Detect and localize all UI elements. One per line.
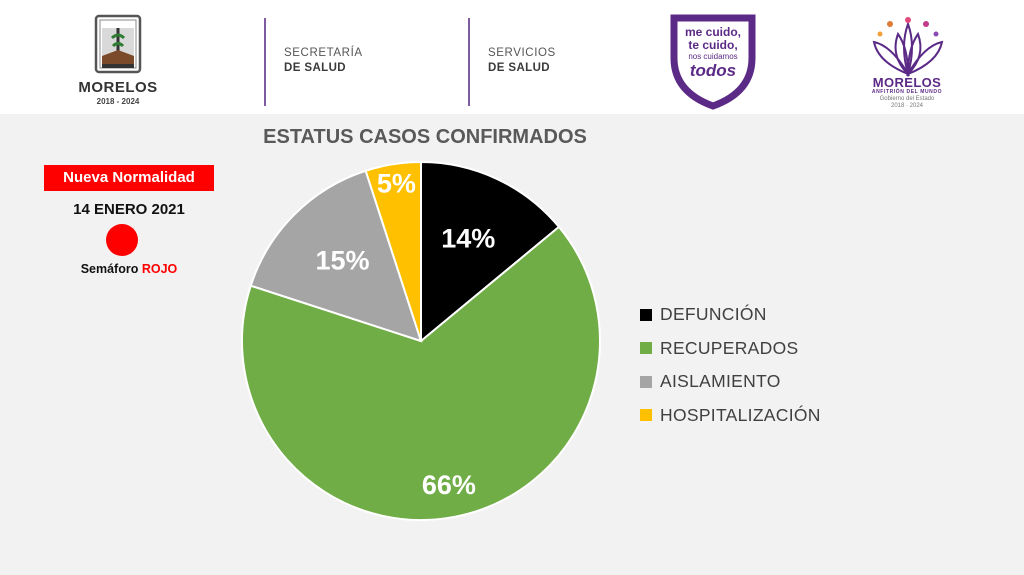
- legend-swatch: [640, 342, 652, 355]
- campaign-line2: te cuido,: [688, 38, 738, 52]
- legend-label: AISLAMIENTO: [660, 371, 781, 392]
- header-bar: MORELOS 2018 - 2024 SECRETARÍA DE SALUD …: [0, 0, 1024, 114]
- traffic-light-icon: [106, 224, 138, 256]
- secretaria-line2: DE SALUD: [284, 62, 346, 74]
- servicios-de-salud-label: SERVICIOS DE SALUD: [488, 46, 556, 76]
- legend-swatch: [640, 308, 652, 321]
- legend-swatch: [640, 375, 652, 388]
- campaign-shield-icon: [670, 14, 756, 110]
- chart-title: ESTATUS CASOS CONFIRMADOS: [263, 126, 587, 148]
- morelos-lotus-logo-icon: [872, 17, 944, 78]
- campaign-line3: nos cuidamos: [688, 52, 738, 61]
- pie-slice-aislamiento: [249, 169, 423, 343]
- legend-label: HOSPITALIZACIÓN: [660, 404, 821, 425]
- state-name: MORELOS: [78, 79, 158, 96]
- legend-label: RECUPERADOS: [660, 337, 799, 358]
- campaign-line1: me cuido,: [684, 25, 741, 39]
- report-date: 14 ENERO 2021: [73, 201, 185, 218]
- semaforo-status: Semáforo ROJO: [44, 262, 214, 276]
- chart-legend: DEFUNCIÓN RECUPERADOS AISLAMIENTO HOSPITALI…: [640, 298, 821, 432]
- pie-slice-hospitalizacion: [364, 160, 422, 342]
- data-label-recuperados: 66%: [422, 470, 476, 500]
- campaign-line4: todos: [689, 61, 737, 80]
- legend-item-aislamiento: AISLAMIENTO: [640, 365, 821, 399]
- brand-gov: Gobierno del Estado: [879, 96, 935, 102]
- legend-item-recuperados: RECUPERADOS: [640, 332, 821, 366]
- pie-slice-defuncion: [420, 160, 561, 344]
- servicios-line2: DE SALUD: [488, 62, 550, 74]
- legend-item-defuncion: DEFUNCIÓN: [640, 298, 821, 332]
- campaign-slogan: me cuido, te cuido, nos cuidamos todos: [676, 26, 750, 80]
- legend-swatch: [640, 409, 652, 422]
- secretaria-de-salud-label: SECRETARÍA DE SALUD: [284, 46, 363, 76]
- nueva-normalidad-badge: Nueva Normalidad: [44, 165, 214, 191]
- state-years: 2018 - 2024: [96, 97, 140, 106]
- data-label-hospitalizacion: 5%: [377, 169, 416, 199]
- legend-item-hospitalizacion: HOSPITALIZACIÓN: [640, 399, 821, 433]
- semaforo-label: Semáforo: [80, 262, 139, 276]
- morelos-brand-block: MORELOS ANFITRIÓN DEL MUNDO Gobierno del…: [860, 76, 954, 110]
- semaforo-value: ROJO: [141, 262, 178, 276]
- morelos-coat-of-arms-icon: [94, 14, 142, 74]
- brand-tagline: ANFITRIÓN DEL MUNDO: [871, 89, 943, 95]
- state-emblem-block: MORELOS 2018 - 2024: [74, 14, 162, 106]
- header-divider: [468, 18, 470, 106]
- servicios-line1: SERVICIOS: [488, 47, 556, 59]
- header-divider: [264, 18, 266, 106]
- pie-slice-recuperados: [241, 225, 601, 521]
- brand-name: MORELOS: [872, 75, 942, 90]
- secretaria-line1: SECRETARÍA: [284, 47, 363, 59]
- legend-label: DEFUNCIÓN: [660, 304, 767, 325]
- brand-years: 2018 · 2024: [890, 103, 924, 109]
- data-label-defuncion: 14%: [441, 224, 495, 254]
- data-label-aislamiento: 15%: [316, 246, 370, 276]
